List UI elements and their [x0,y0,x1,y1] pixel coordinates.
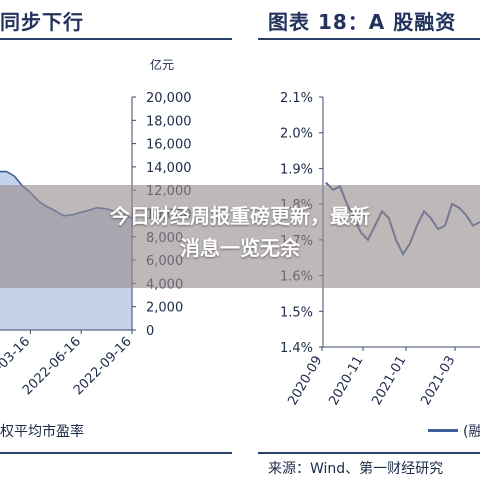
right-y-tick-label: 1.9% [280,162,313,177]
right-bottom-rule [258,452,480,454]
left-y-tick-label: 2,000 [146,301,183,316]
left-title-rule [0,38,232,40]
headline-line-1: 今日财经周报重磅更新，最新 [110,204,370,228]
right-y-tick-label: 2.1% [280,91,313,106]
left-legend-label: 权平均市盈率 [0,424,84,440]
left-y-tick-label: 16,000 [146,138,192,153]
left-y-tick-label: 18,000 [146,114,192,129]
right-panel-title: 图表 18：A 股融资 [268,10,457,34]
headline-overlay[interactable] [0,185,480,288]
right-x-tick-label: 2021-03 [418,354,458,409]
headline-line-2: 消息一览无余 [180,236,300,260]
right-y-tick-label: 2.0% [280,127,313,142]
right-title-rule [258,38,480,40]
headline-text[interactable]: 今日财经周报重磅更新，最新 消息一览无余 [0,200,480,264]
left-y-tick-label: 20,000 [146,91,192,106]
left-y-tick-label: 14,000 [146,161,192,176]
right-x-tick-label: 2020-11 [326,354,366,409]
right-y-tick-label: 1.4% [280,341,313,356]
left-y-tick-label: 0 [146,324,154,339]
right-y-tick-label: 1.5% [280,305,313,320]
left-panel-title: 同步下行 [0,10,84,34]
right-x-tick-label: 2020-09 [285,354,325,409]
right-legend-label: (融 [463,424,480,440]
right-source-text: 来源：Wind、第一财经研究 [268,461,444,477]
left-unit-label: 亿元 [150,58,175,72]
right-legend-line [428,429,458,432]
left-bottom-rule [0,452,232,454]
right-x-tick-label: 2021-01 [369,354,409,409]
